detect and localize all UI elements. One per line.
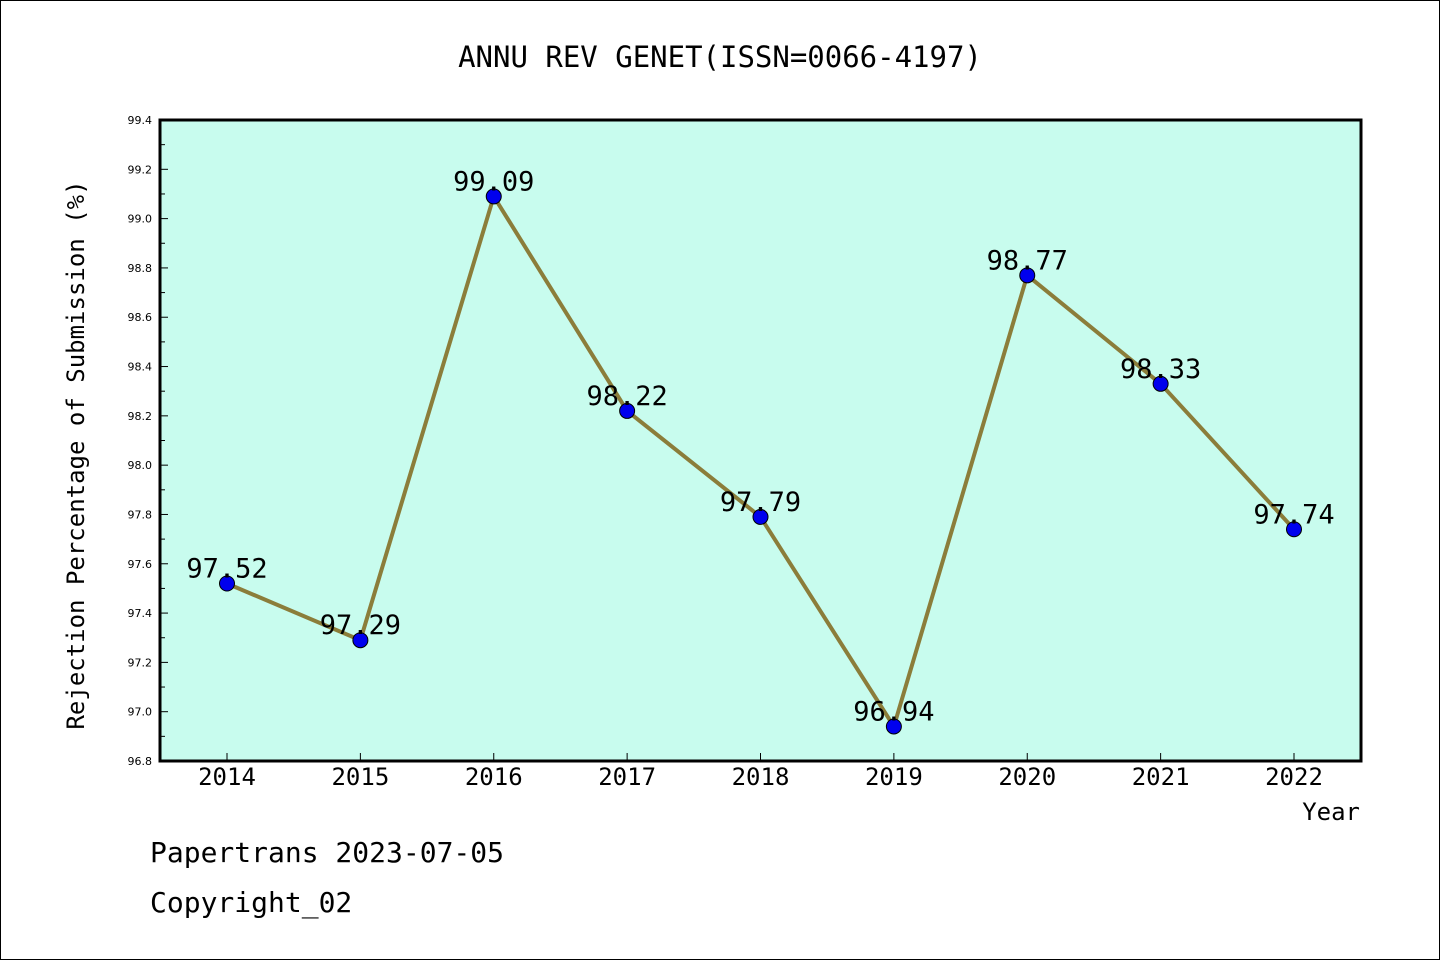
data-label: 99.09 bbox=[453, 166, 534, 197]
y-tick-label: 97.0 bbox=[128, 706, 153, 719]
data-labels-group: 97.52 97.29 99.09 98.22 97.79 96.94 98.77 98.33… bbox=[186, 166, 1334, 727]
y-tick-label: 99.2 bbox=[128, 163, 153, 176]
x-tick-label: 2019 bbox=[865, 763, 923, 791]
data-label: 98.22 bbox=[586, 381, 667, 412]
data-label: 97.52 bbox=[186, 553, 267, 584]
y-tick-label: 98.0 bbox=[128, 459, 153, 472]
series-markers-group bbox=[219, 188, 1302, 735]
y-tick-label: 98.6 bbox=[128, 311, 153, 324]
chart-title: ANNU REV GENET(ISSN=0066-4197) bbox=[458, 40, 982, 74]
data-label: 96.94 bbox=[853, 696, 934, 727]
footer-copyright: Copyright_02 bbox=[150, 886, 353, 919]
data-point bbox=[752, 508, 769, 525]
data-point bbox=[219, 575, 235, 592]
y-tick-label: 97.6 bbox=[128, 558, 153, 571]
y-tick-label: 97.4 bbox=[128, 607, 153, 620]
x-tick-label: 2018 bbox=[732, 763, 790, 791]
x-axis-label: Year bbox=[1302, 798, 1360, 826]
y-tick-label: 98.8 bbox=[128, 262, 153, 275]
data-label: 98.77 bbox=[987, 245, 1068, 276]
data-label: 98.33 bbox=[1120, 354, 1201, 385]
x-tick-label: 2017 bbox=[598, 763, 656, 791]
data-point bbox=[1152, 375, 1169, 392]
data-label: 97.74 bbox=[1253, 499, 1334, 530]
y-tick-label: 97.2 bbox=[128, 656, 153, 669]
x-axis: 2014 2015 2016 2017 2018 2019 2020 2021 2022 bbox=[198, 753, 1323, 791]
data-label: 97.79 bbox=[720, 487, 801, 518]
data-point bbox=[1286, 521, 1302, 538]
y-axis-label: Rejection Percentage of Submission (%) bbox=[62, 180, 90, 729]
data-point bbox=[1019, 267, 1036, 284]
x-tick-label: 2020 bbox=[998, 763, 1056, 791]
x-tick-label: 2022 bbox=[1265, 763, 1323, 791]
footer-date: Papertrans 2023-07-05 bbox=[150, 836, 505, 869]
data-point bbox=[485, 188, 502, 205]
data-label: 97.29 bbox=[320, 610, 401, 641]
y-tick-label: 97.8 bbox=[128, 508, 153, 521]
x-tick-label: 2015 bbox=[331, 763, 389, 791]
data-point bbox=[619, 402, 636, 419]
y-tick-label: 98.4 bbox=[128, 361, 153, 374]
y-tick-label: 96.8 bbox=[128, 755, 153, 768]
y-axis: 96.8 97.0 97.2 97.4 97.6 97.8 98.0 98.2 98.4 98.6… bbox=[128, 114, 168, 768]
y-tick-label: 99.4 bbox=[128, 114, 153, 127]
x-tick-label: 2014 bbox=[198, 763, 256, 791]
y-tick-label: 99.0 bbox=[128, 213, 153, 226]
data-point bbox=[352, 632, 369, 649]
y-tick-label: 98.2 bbox=[128, 410, 153, 423]
x-tick-label: 2021 bbox=[1132, 763, 1190, 791]
plot-area bbox=[158, 118, 1363, 763]
x-tick-label: 2016 bbox=[465, 763, 523, 791]
data-point bbox=[885, 718, 902, 735]
